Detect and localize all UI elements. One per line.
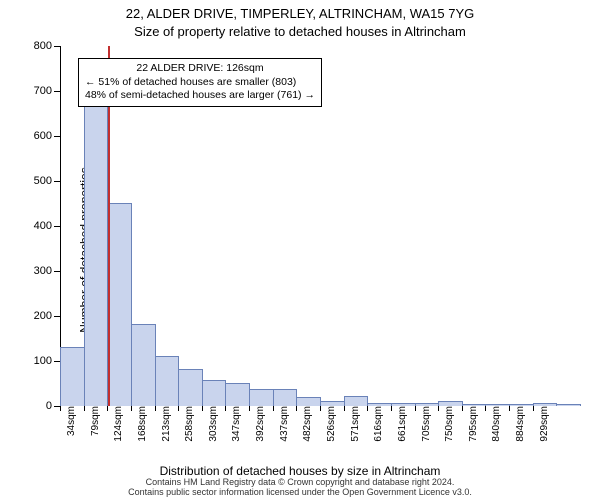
x-tick <box>533 406 534 411</box>
x-tick-label: 482sqm <box>300 406 313 442</box>
x-tick-label: 34sqm <box>64 406 77 436</box>
histogram-bar <box>202 380 227 406</box>
histogram-bar <box>273 389 298 406</box>
y-tick-label: 600 <box>34 130 60 142</box>
x-tick <box>249 406 250 411</box>
chart-container: 22, ALDER DRIVE, TIMPERLEY, ALTRINCHAM, … <box>0 0 600 500</box>
x-tick-label: 168sqm <box>135 406 148 442</box>
x-tick-label: 884sqm <box>513 406 526 442</box>
histogram-bar <box>249 389 274 406</box>
x-tick-label: 258sqm <box>182 406 195 442</box>
histogram-bar <box>178 369 203 406</box>
histogram-bar <box>107 203 132 407</box>
x-tick <box>202 406 203 411</box>
title-address: 22, ALDER DRIVE, TIMPERLEY, ALTRINCHAM, … <box>0 6 600 21</box>
y-tick-label: 100 <box>34 355 60 367</box>
x-tick-label: 661sqm <box>395 406 408 442</box>
x-tick <box>485 406 486 411</box>
x-tick <box>131 406 132 411</box>
x-tick <box>438 406 439 411</box>
histogram-bar <box>131 324 156 406</box>
plot-area: 010020030040050060070080034sqm79sqm124sq… <box>60 46 580 406</box>
x-tick-label: 616sqm <box>371 406 384 442</box>
x-tick-label: 79sqm <box>88 406 101 436</box>
histogram-bar <box>84 101 109 406</box>
title-subtitle: Size of property relative to detached ho… <box>0 24 600 39</box>
histogram-bar <box>60 347 85 407</box>
histogram-bar <box>296 397 321 406</box>
x-tick-label: 571sqm <box>348 406 361 442</box>
x-tick <box>84 406 85 411</box>
x-tick-label: 347sqm <box>229 406 242 442</box>
x-tick-label: 124sqm <box>111 406 124 442</box>
x-tick <box>415 406 416 411</box>
annotation-line2: ← 51% of detached houses are smaller (80… <box>85 76 315 90</box>
x-tick <box>273 406 274 411</box>
histogram-bar <box>155 356 180 407</box>
x-tick-label: 213sqm <box>159 406 172 442</box>
x-tick <box>107 406 108 411</box>
x-tick <box>296 406 297 411</box>
x-tick <box>155 406 156 411</box>
annotation-box: 22 ALDER DRIVE: 126sqm← 51% of detached … <box>78 58 322 107</box>
annotation-line3: 48% of semi-detached houses are larger (… <box>85 89 315 103</box>
y-tick-label: 0 <box>46 400 60 412</box>
x-tick-label: 929sqm <box>537 406 550 442</box>
x-tick-label: 392sqm <box>253 406 266 442</box>
x-axis-label: Distribution of detached houses by size … <box>0 464 600 478</box>
x-tick-label: 526sqm <box>324 406 337 442</box>
x-tick <box>178 406 179 411</box>
x-tick <box>320 406 321 411</box>
x-tick-label: 705sqm <box>419 406 432 442</box>
x-tick-label: 437sqm <box>277 406 290 442</box>
x-tick-label: 303sqm <box>206 406 219 442</box>
copyright-text: Contains HM Land Registry data © Crown c… <box>0 478 600 498</box>
histogram-bar <box>344 396 369 406</box>
x-tick <box>60 406 61 411</box>
histogram-bar <box>556 404 581 406</box>
x-tick <box>344 406 345 411</box>
x-tick-label: 795sqm <box>466 406 479 442</box>
x-tick-label: 750sqm <box>442 406 455 442</box>
x-tick <box>391 406 392 411</box>
y-tick-label: 300 <box>34 265 60 277</box>
x-tick <box>367 406 368 411</box>
y-tick-label: 800 <box>34 40 60 52</box>
annotation-line1: 22 ALDER DRIVE: 126sqm <box>85 62 315 76</box>
y-tick-label: 700 <box>34 85 60 97</box>
y-tick-label: 500 <box>34 175 60 187</box>
x-tick-label: 840sqm <box>489 406 502 442</box>
x-tick <box>509 406 510 411</box>
y-tick-label: 400 <box>34 220 60 232</box>
x-tick <box>225 406 226 411</box>
histogram-bar <box>225 383 250 407</box>
y-tick-label: 200 <box>34 310 60 322</box>
x-tick <box>462 406 463 411</box>
